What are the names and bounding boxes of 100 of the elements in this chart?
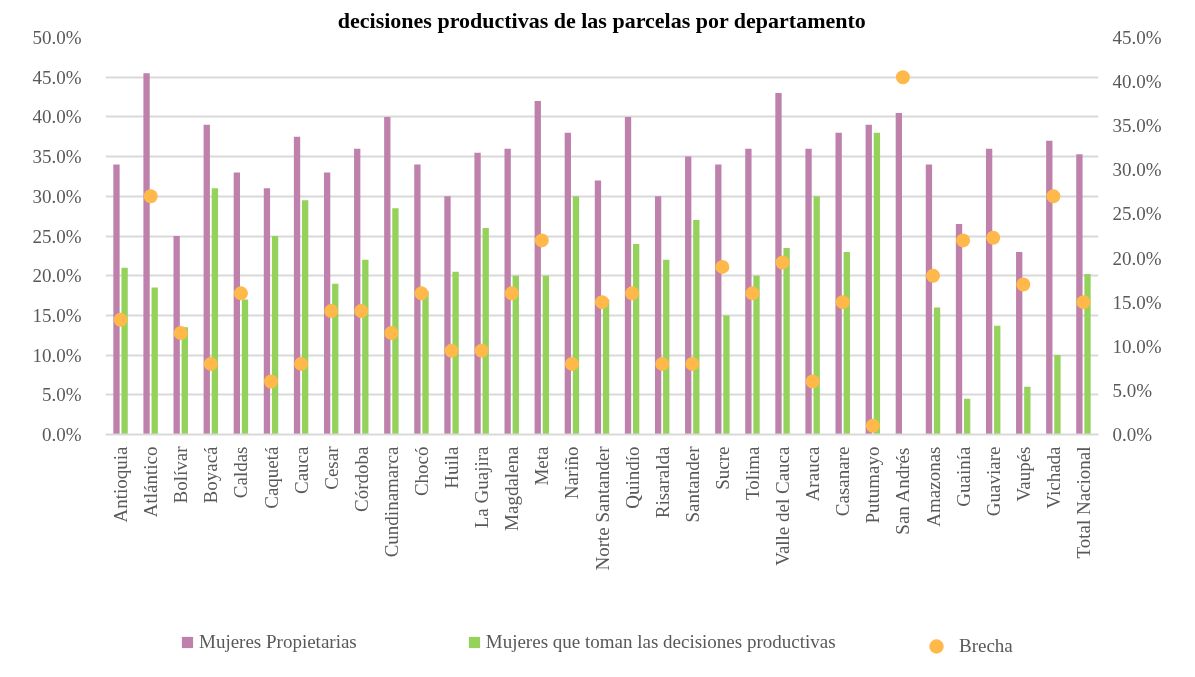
bar bbox=[113, 164, 120, 435]
point bbox=[173, 326, 188, 341]
x-tick-label: Norte Santander bbox=[591, 445, 613, 571]
bar bbox=[753, 275, 760, 435]
bar bbox=[384, 116, 391, 435]
point bbox=[534, 233, 549, 248]
bar bbox=[323, 172, 331, 435]
x-tick-label: Sucre bbox=[711, 446, 733, 490]
x-tick-label: Guainía bbox=[952, 445, 974, 507]
x-tick-label: Bolívar bbox=[170, 445, 192, 504]
x-tick-label: San Andrés bbox=[892, 447, 914, 535]
legend-label: Mujeres Propietarias bbox=[199, 631, 357, 653]
bar bbox=[985, 148, 993, 435]
y-tick-label: 40.0% bbox=[32, 106, 82, 128]
point bbox=[294, 356, 309, 371]
bar bbox=[241, 299, 249, 435]
bar bbox=[685, 156, 692, 435]
point bbox=[354, 304, 369, 318]
x-tick-label: Cauca bbox=[290, 445, 312, 494]
x-tick-label: Putumayo bbox=[862, 446, 884, 524]
point bbox=[865, 418, 880, 433]
bar bbox=[805, 148, 812, 435]
x-tick-label: Caldas bbox=[230, 446, 252, 499]
bar bbox=[1046, 140, 1053, 435]
y2-tick-label: 5.0% bbox=[1112, 379, 1153, 401]
legend-label: Brecha bbox=[959, 635, 1013, 657]
bar bbox=[293, 136, 301, 435]
bar bbox=[1084, 274, 1091, 435]
bar bbox=[843, 251, 850, 435]
bar bbox=[783, 247, 790, 435]
point bbox=[655, 356, 670, 371]
bar bbox=[354, 148, 361, 435]
bar bbox=[151, 287, 158, 435]
bar bbox=[955, 224, 963, 435]
y-tick-label: 35.0% bbox=[32, 146, 82, 168]
bar bbox=[444, 196, 451, 435]
y-tick-label: 45.0% bbox=[32, 66, 82, 88]
x-tick-label: Total Nacional bbox=[1072, 446, 1094, 559]
point bbox=[1016, 277, 1031, 292]
bar bbox=[534, 101, 541, 435]
y-tick-label: 0.0% bbox=[41, 424, 82, 445]
point bbox=[264, 374, 278, 389]
point bbox=[595, 295, 609, 310]
x-tick-label: Atlántico bbox=[140, 446, 162, 518]
y-tick-label: 10.0% bbox=[32, 344, 82, 366]
x-tick-label: Huila bbox=[441, 445, 463, 489]
x-tick-label: Cundinamarca bbox=[380, 445, 402, 558]
x-tick-label: Vaupés bbox=[1012, 446, 1034, 502]
bar bbox=[813, 196, 820, 435]
bar bbox=[963, 398, 971, 435]
bar bbox=[715, 164, 722, 435]
bar bbox=[482, 228, 489, 435]
x-tick-label: Cesar bbox=[320, 445, 342, 490]
y2-tick-label: 35.0% bbox=[1112, 115, 1162, 137]
bar bbox=[895, 112, 903, 435]
bar bbox=[504, 148, 511, 435]
x-tick-label: Boyacá bbox=[200, 445, 222, 504]
bar bbox=[933, 307, 941, 435]
point bbox=[203, 356, 218, 371]
point bbox=[143, 189, 158, 204]
bar bbox=[654, 196, 662, 435]
y-tick-label: 20.0% bbox=[32, 265, 82, 287]
bar bbox=[745, 148, 752, 435]
bar bbox=[414, 164, 421, 435]
x-tick-label: Guaviare bbox=[982, 446, 1004, 517]
y2-tick-label: 30.0% bbox=[1112, 159, 1162, 181]
y-tick-label: 50.0% bbox=[32, 27, 82, 48]
x-tick-label: Magdalena bbox=[501, 445, 523, 531]
point bbox=[625, 286, 640, 301]
bar bbox=[1054, 355, 1061, 435]
bar bbox=[1076, 154, 1083, 435]
bar bbox=[271, 236, 279, 435]
point bbox=[926, 268, 940, 283]
bar bbox=[873, 132, 881, 435]
legend-label: Mujeres que toman las decisiones productivas bbox=[485, 631, 836, 653]
x-tick-label: Antioquia bbox=[110, 445, 132, 523]
y-tick-label: 5.0% bbox=[41, 384, 82, 406]
point bbox=[835, 295, 850, 310]
bar bbox=[1024, 386, 1031, 435]
x-tick-label: Quindío bbox=[621, 446, 643, 509]
bar bbox=[775, 93, 782, 435]
bar bbox=[301, 200, 309, 435]
bar bbox=[211, 188, 219, 435]
bar bbox=[203, 124, 210, 435]
point bbox=[474, 343, 489, 358]
point bbox=[956, 233, 971, 248]
bar bbox=[422, 291, 429, 435]
y-tick-label: 15.0% bbox=[32, 304, 82, 326]
bar bbox=[392, 208, 399, 435]
x-tick-label: Vichada bbox=[1042, 445, 1064, 509]
y-tick-label: 30.0% bbox=[32, 185, 82, 207]
x-tick-label: Tolima bbox=[741, 445, 763, 501]
x-tick-label: Caquetá bbox=[260, 445, 282, 509]
bar bbox=[121, 267, 128, 435]
y2-tick-label: 40.0% bbox=[1112, 71, 1162, 93]
x-tick-label: Arauca bbox=[802, 445, 824, 502]
bar bbox=[572, 196, 580, 435]
point bbox=[986, 230, 1001, 245]
bar bbox=[994, 325, 1001, 435]
point bbox=[414, 286, 429, 301]
